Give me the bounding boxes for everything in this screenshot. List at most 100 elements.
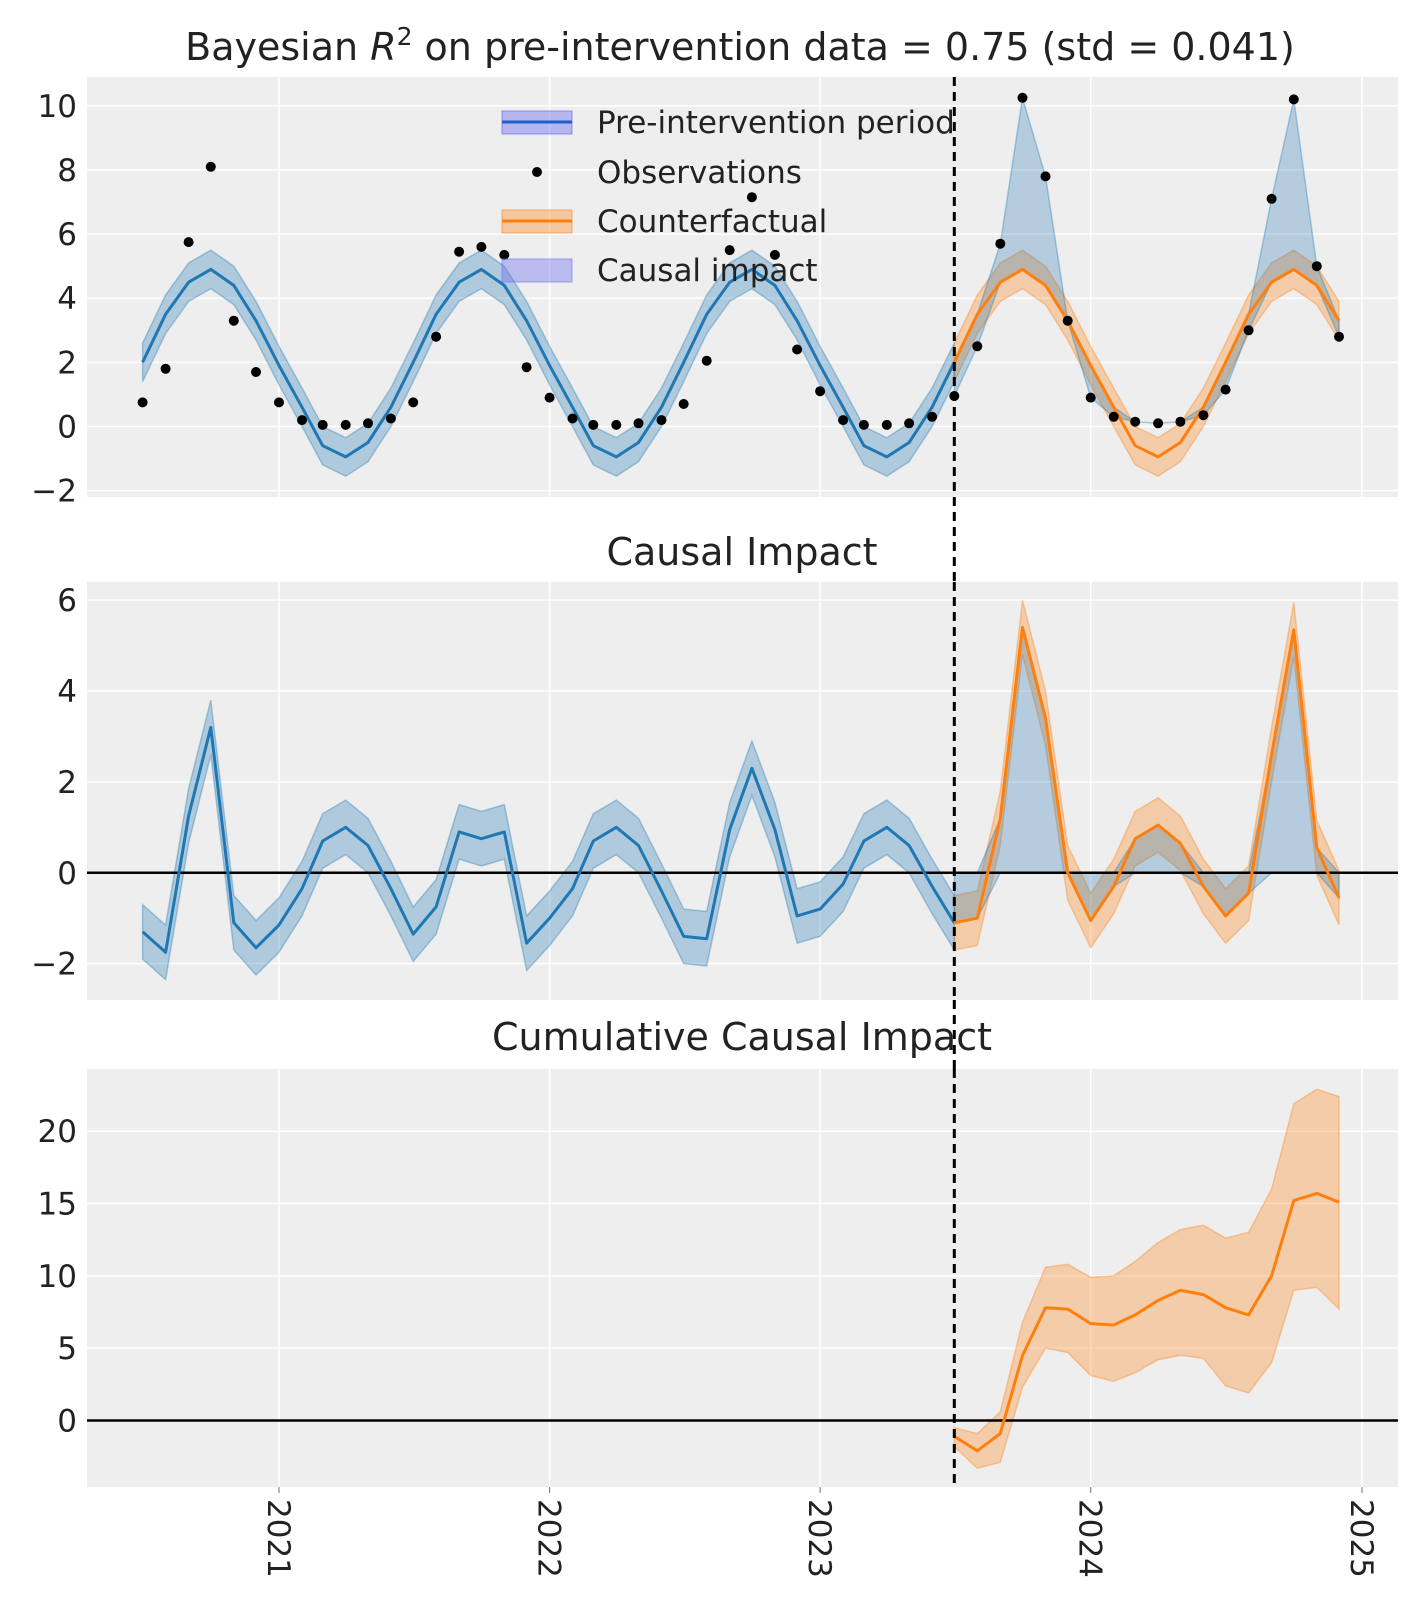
observation-point [1220, 384, 1231, 395]
observation-point [678, 399, 689, 409]
observation-point [927, 411, 938, 422]
observation-point [431, 331, 442, 342]
legend: Pre-intervention period Observations Cou… [501, 105, 955, 289]
observation-point [881, 419, 892, 430]
counterfactual-band [953, 600, 1340, 951]
observation-point [724, 245, 735, 256]
legend-marker-observations [532, 167, 542, 177]
panel-title-cumulative-impact: Cumulative Causal Impact [492, 1015, 992, 1059]
observation-point [228, 315, 239, 326]
pre-intervention-mean-line [141, 267, 956, 459]
observation-point [769, 249, 780, 260]
observation-point [205, 161, 216, 172]
y-tick-label: −2 [31, 947, 77, 983]
observation-point [1243, 325, 1254, 336]
legend-swatch-causal-impact [501, 258, 573, 283]
observation-point [544, 392, 555, 403]
legend-label-observations: Observations [597, 155, 802, 191]
pre-intervention-panel: Bayesian R2 on pre-intervention data = 0… [31, 22, 1398, 582]
y-tick-label: 6 [57, 217, 77, 253]
observation-point [1266, 193, 1277, 204]
observation-point [1040, 171, 1051, 182]
y-tick-label: 4 [57, 674, 77, 710]
observation-point [904, 418, 915, 429]
observation-point [1062, 315, 1073, 326]
panel-title-bayesian-r2: Bayesian R2 on pre-intervention data = 0… [185, 22, 1295, 69]
observation-point [838, 415, 849, 426]
observation-point [454, 246, 465, 257]
observation-point [1198, 410, 1209, 421]
observation-points [137, 92, 1344, 430]
x-tick-label: 2024 [1072, 1499, 1108, 1578]
x-tick-label: 2023 [801, 1499, 837, 1578]
legend-label-counterfactual: Counterfactual [597, 204, 827, 240]
observation-point [521, 362, 532, 373]
plot-area [87, 1069, 1398, 1487]
y-tick-labels: 0 5 10 15 20 [38, 1114, 77, 1439]
x-tick-labels: 2021 2022 2023 2024 2025 [260, 1487, 1379, 1578]
y-tick-label: 0 [57, 409, 77, 445]
legend-entry-pre-intervention: Pre-intervention period [501, 105, 955, 141]
observation-point [363, 418, 373, 429]
observation-point [1017, 92, 1028, 103]
title-superscript: 2 [397, 22, 413, 51]
observation-point [995, 238, 1006, 249]
mean-lines [953, 1191, 1340, 1453]
observation-point [160, 363, 171, 374]
observation-point [1085, 392, 1096, 403]
counterfactual-mean-line [953, 1191, 1340, 1453]
y-tick-label: 20 [38, 1114, 77, 1150]
y-tick-label: 4 [57, 281, 77, 317]
observation-point [1153, 418, 1164, 429]
observation-point [274, 397, 284, 408]
title-math-r: R [370, 25, 396, 69]
y-tick-label: 6 [57, 583, 77, 619]
counterfactual-mean-line [954, 625, 1341, 925]
observation-point [251, 367, 261, 377]
y-tick-label: 2 [57, 345, 77, 381]
observation-point [183, 237, 194, 248]
observation-point [1288, 94, 1299, 105]
y-tick-label: 15 [38, 1187, 77, 1223]
y-tick-label: 10 [38, 89, 77, 125]
mean-lines [141, 625, 1341, 954]
observation-point [701, 355, 712, 366]
observation-point [499, 249, 510, 260]
legend-entry-counterfactual: Counterfactual [501, 204, 827, 240]
y-tick-label: 5 [57, 1331, 77, 1367]
mean-lines [141, 267, 1341, 459]
observation-point [611, 419, 622, 430]
observation-point [408, 397, 419, 408]
y-tick-labels: −2 0 2 4 6 [31, 583, 77, 982]
pre-intervention-mean-line [141, 725, 956, 954]
title-prefix: Bayesian [185, 25, 370, 69]
observation-point [1334, 331, 1344, 342]
counterfactual-band [953, 1088, 1340, 1470]
x-tick-label: 2022 [531, 1499, 567, 1578]
x-tick-label: 2025 [1343, 1499, 1379, 1578]
observation-point [746, 192, 757, 203]
y-tick-label: 0 [57, 856, 77, 892]
observation-point [972, 341, 983, 352]
observation-point [1130, 416, 1141, 427]
legend-entry-observations: Observations [532, 155, 802, 191]
x-tick-label: 2021 [260, 1499, 296, 1578]
y-tick-label: 8 [57, 153, 77, 189]
legend-label-causal-impact: Causal impact [597, 253, 818, 289]
y-tick-label: 10 [38, 1259, 77, 1295]
y-tick-labels: −2 0 2 4 6 8 10 [31, 89, 77, 510]
title-suffix: on pre-intervention data = 0.75 (std = 0… [412, 25, 1294, 69]
causal-impact-panel: Causal Impact −2 0 2 4 6 [31, 530, 1398, 1069]
counterfactual-mean-line [952, 267, 1341, 459]
observation-point [858, 419, 869, 430]
observation-point [815, 386, 826, 397]
y-tick-label: −2 [31, 474, 77, 510]
observation-point [385, 413, 396, 424]
y-tick-label: 0 [57, 1403, 77, 1439]
observation-point [792, 344, 803, 355]
y-tick-label: 2 [57, 765, 77, 801]
observation-point [1311, 261, 1322, 272]
observation-point [633, 418, 644, 429]
